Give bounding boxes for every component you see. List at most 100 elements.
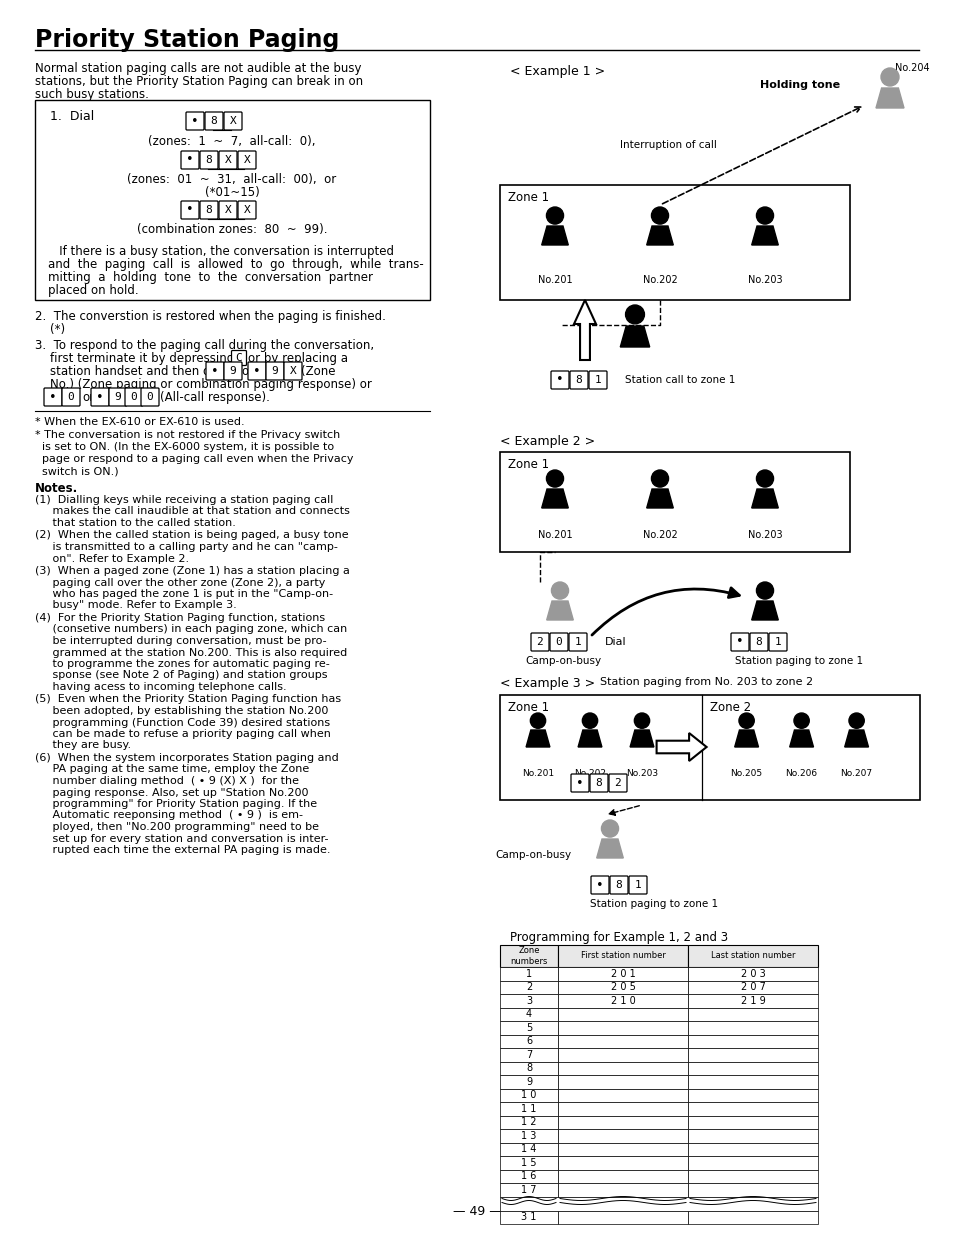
Bar bbox=[499, 1049, 558, 1062]
Text: makes the call inaudible at that station and connects: makes the call inaudible at that station… bbox=[35, 506, 350, 516]
FancyBboxPatch shape bbox=[237, 201, 255, 219]
Text: No.) (Zone paging or combination paging response) or: No.) (Zone paging or combination paging … bbox=[50, 378, 372, 391]
Text: be interrupted during conversation, must be pro-: be interrupted during conversation, must… bbox=[35, 636, 326, 646]
FancyBboxPatch shape bbox=[91, 388, 109, 406]
Text: If there is a busy station, the conversation is interrupted: If there is a busy station, the conversa… bbox=[48, 245, 394, 258]
Text: to programme the zones for automatic paging re-: to programme the zones for automatic pag… bbox=[35, 659, 330, 669]
Text: Automatic reeponsing method  ( • 9 )  is em-: Automatic reeponsing method ( • 9 ) is e… bbox=[35, 810, 303, 820]
Polygon shape bbox=[646, 226, 673, 245]
Text: 1: 1 bbox=[594, 375, 600, 385]
FancyBboxPatch shape bbox=[232, 351, 246, 366]
Polygon shape bbox=[734, 730, 758, 747]
Text: 1 4: 1 4 bbox=[520, 1145, 537, 1155]
Polygon shape bbox=[751, 601, 778, 620]
Text: •: • bbox=[50, 390, 56, 404]
Bar bbox=[687, 1021, 817, 1035]
Polygon shape bbox=[574, 300, 596, 359]
Text: paging response. Also, set up "Station No.200: paging response. Also, set up "Station N… bbox=[35, 788, 308, 798]
Bar bbox=[558, 1062, 687, 1074]
Text: X: X bbox=[224, 205, 232, 215]
FancyBboxPatch shape bbox=[550, 634, 567, 651]
Bar bbox=[687, 1183, 817, 1197]
Bar bbox=[499, 1088, 558, 1102]
Text: stations, but the Priority Station Paging can break in on: stations, but the Priority Station Pagin… bbox=[35, 75, 363, 88]
Bar bbox=[558, 1088, 687, 1102]
Text: Zone 1: Zone 1 bbox=[507, 701, 549, 714]
FancyBboxPatch shape bbox=[141, 388, 159, 406]
FancyBboxPatch shape bbox=[569, 370, 587, 389]
Text: that station to the called station.: that station to the called station. bbox=[35, 517, 235, 529]
Text: < Example 3 >: < Example 3 > bbox=[499, 677, 595, 690]
Text: Priority Station Paging: Priority Station Paging bbox=[35, 28, 339, 52]
Text: •: • bbox=[191, 115, 198, 127]
Text: been adopted, by establishing the station No.200: been adopted, by establishing the statio… bbox=[35, 706, 328, 716]
Text: 8: 8 bbox=[755, 637, 761, 647]
Text: sponse (see Note 2 of Paging) and station groups: sponse (see Note 2 of Paging) and statio… bbox=[35, 671, 327, 680]
Text: First station number: First station number bbox=[580, 951, 665, 961]
Text: Station call to zone 1: Station call to zone 1 bbox=[624, 375, 735, 385]
Text: Camp-on-busy: Camp-on-busy bbox=[524, 656, 600, 666]
Bar bbox=[499, 185, 849, 300]
Text: Camp-on-busy: Camp-on-busy bbox=[495, 850, 571, 860]
Circle shape bbox=[581, 713, 597, 729]
Polygon shape bbox=[619, 326, 649, 347]
Text: Holding tone: Holding tone bbox=[760, 80, 840, 90]
Bar bbox=[499, 1142, 558, 1156]
Circle shape bbox=[651, 207, 668, 224]
Polygon shape bbox=[875, 88, 903, 107]
Text: 8: 8 bbox=[206, 156, 213, 165]
Text: — 49 —: — 49 — bbox=[452, 1205, 501, 1218]
Text: 2: 2 bbox=[536, 637, 543, 647]
Text: No.202: No.202 bbox=[642, 530, 677, 540]
Polygon shape bbox=[789, 730, 813, 747]
Bar bbox=[687, 1142, 817, 1156]
Text: programming" for Priority Station paging. If the: programming" for Priority Station paging… bbox=[35, 799, 316, 809]
Text: •: • bbox=[186, 153, 193, 167]
Bar bbox=[499, 1210, 558, 1224]
Text: set up for every station and conversation is inter-: set up for every station and conversatio… bbox=[35, 834, 328, 844]
Bar bbox=[687, 945, 817, 967]
Text: (All-call response).: (All-call response). bbox=[160, 391, 270, 404]
Text: or: or bbox=[241, 366, 253, 378]
Bar bbox=[687, 1210, 817, 1224]
Text: 8: 8 bbox=[575, 375, 581, 385]
FancyBboxPatch shape bbox=[284, 362, 302, 380]
Text: (4)  For the Priority Station Paging function, stations: (4) For the Priority Station Paging func… bbox=[35, 613, 325, 622]
Text: •: • bbox=[576, 777, 583, 789]
Text: 2 0 5: 2 0 5 bbox=[610, 982, 635, 992]
Circle shape bbox=[600, 820, 618, 837]
Bar bbox=[35, 100, 430, 300]
Bar bbox=[687, 1062, 817, 1074]
Text: (zones:  01  ~  31,  all-call:  00),  or: (zones: 01 ~ 31, all-call: 00), or bbox=[128, 173, 336, 186]
Text: 3: 3 bbox=[525, 995, 532, 1005]
Text: 5: 5 bbox=[525, 1023, 532, 1032]
Text: 1 6: 1 6 bbox=[520, 1171, 537, 1181]
Polygon shape bbox=[646, 489, 673, 508]
FancyBboxPatch shape bbox=[205, 112, 223, 130]
Polygon shape bbox=[843, 730, 867, 747]
FancyBboxPatch shape bbox=[186, 112, 204, 130]
Bar bbox=[558, 1170, 687, 1183]
FancyBboxPatch shape bbox=[248, 362, 266, 380]
Bar bbox=[687, 1102, 817, 1115]
Text: 0: 0 bbox=[131, 391, 137, 403]
FancyBboxPatch shape bbox=[200, 151, 218, 169]
Bar bbox=[558, 1074, 687, 1088]
Text: Zone 2: Zone 2 bbox=[709, 701, 750, 714]
Bar bbox=[558, 945, 687, 967]
Bar bbox=[687, 1088, 817, 1102]
Text: No.205: No.205 bbox=[730, 769, 761, 778]
Circle shape bbox=[756, 471, 773, 487]
FancyBboxPatch shape bbox=[219, 201, 236, 219]
Bar bbox=[687, 1074, 817, 1088]
Text: * The conversation is not restored if the Privacy switch: * The conversation is not restored if th… bbox=[35, 430, 340, 440]
Text: 1 5: 1 5 bbox=[520, 1157, 537, 1168]
Polygon shape bbox=[596, 839, 622, 858]
Text: 1.  Dial: 1. Dial bbox=[50, 110, 94, 124]
Text: 8: 8 bbox=[595, 778, 601, 788]
FancyBboxPatch shape bbox=[206, 362, 224, 380]
Text: (combination zones:  80  ~  99).: (combination zones: 80 ~ 99). bbox=[136, 224, 327, 236]
Text: 1 7: 1 7 bbox=[520, 1184, 537, 1194]
Text: X: X bbox=[243, 205, 250, 215]
Bar bbox=[558, 1021, 687, 1035]
